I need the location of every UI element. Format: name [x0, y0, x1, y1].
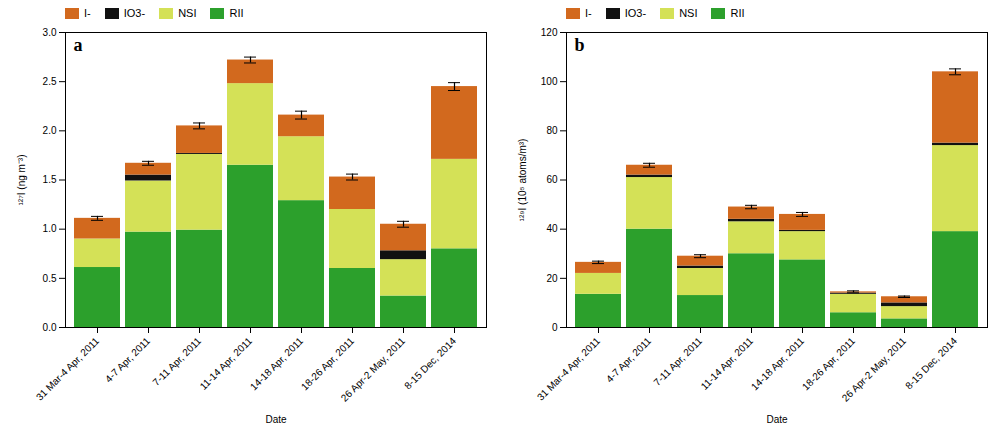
svg-text:20: 20 — [546, 273, 558, 284]
svg-text:¹²⁹I (10⁵ atoms/m³): ¹²⁹I (10⁵ atoms/m³) — [517, 139, 528, 222]
svg-text:1.0: 1.0 — [43, 223, 57, 234]
svg-text:7-11 Apr, 2011: 7-11 Apr, 2011 — [651, 335, 704, 388]
svg-text:4-7 Apr, 2011: 4-7 Apr, 2011 — [103, 335, 153, 385]
svg-text:3.0: 3.0 — [43, 27, 57, 38]
svg-text:1.5: 1.5 — [43, 174, 57, 185]
svg-text:Date: Date — [265, 414, 287, 425]
html-text:NSI: NSI — [178, 6, 197, 19]
svg-text:2.5: 2.5 — [43, 76, 57, 87]
svg-text:4-7 Apr, 2011: 4-7 Apr, 2011 — [604, 335, 654, 385]
svg-text:14-18 Apr, 2011: 14-18 Apr, 2011 — [248, 335, 305, 392]
svg-text:a: a — [74, 35, 83, 55]
svg-text:b: b — [575, 35, 585, 55]
svg-text:120: 120 — [541, 27, 558, 38]
svg-text:26 Apr-2 May, 2011: 26 Apr-2 May, 2011 — [840, 335, 909, 404]
svg-text:¹²⁷I (ng m⁻³): ¹²⁷I (ng m⁻³) — [16, 154, 27, 205]
svg-text:26 Apr-2 May, 2011: 26 Apr-2 May, 2011 — [339, 335, 408, 404]
html-text:NSI: NSI — [679, 6, 698, 19]
svg-text:Date: Date — [766, 414, 788, 425]
svg-text:18-26 Apr, 2011: 18-26 Apr, 2011 — [800, 335, 857, 392]
svg-text:7-11 Apr, 2011: 7-11 Apr, 2011 — [150, 335, 203, 388]
svg-text:31 Mar-4 Apr, 2011: 31 Mar-4 Apr, 2011 — [34, 335, 102, 403]
html-text:RII: RII — [229, 6, 244, 19]
svg-text:18-26 Apr, 2011: 18-26 Apr, 2011 — [299, 335, 356, 392]
svg-text:40: 40 — [546, 223, 558, 234]
svg-text:11-14 Apr, 2011: 11-14 Apr, 2011 — [699, 335, 756, 392]
svg-text:14-18 Apr, 2011: 14-18 Apr, 2011 — [749, 335, 806, 392]
svg-text:0.0: 0.0 — [43, 322, 57, 333]
svg-text:0: 0 — [552, 322, 558, 333]
svg-text:8-15 Dec, 2014: 8-15 Dec, 2014 — [903, 335, 959, 391]
svg-text:0.5: 0.5 — [43, 273, 57, 284]
html-text:I-: I- — [84, 6, 91, 19]
svg-text:80: 80 — [546, 125, 558, 136]
svg-text:31 Mar-4 Apr, 2011: 31 Mar-4 Apr, 2011 — [535, 335, 603, 403]
svg-text:2.0: 2.0 — [43, 125, 57, 136]
html-text:I-: I- — [585, 6, 592, 19]
svg-text:60: 60 — [546, 174, 558, 185]
html-text:IO3-: IO3- — [123, 6, 146, 19]
svg-text:8-15 Dec, 2014: 8-15 Dec, 2014 — [402, 335, 458, 391]
html-text:RII: RII — [730, 6, 745, 19]
svg-text:100: 100 — [541, 76, 558, 87]
html-text:IO3-: IO3- — [624, 6, 647, 19]
svg-text:11-14 Apr, 2011: 11-14 Apr, 2011 — [198, 335, 255, 392]
